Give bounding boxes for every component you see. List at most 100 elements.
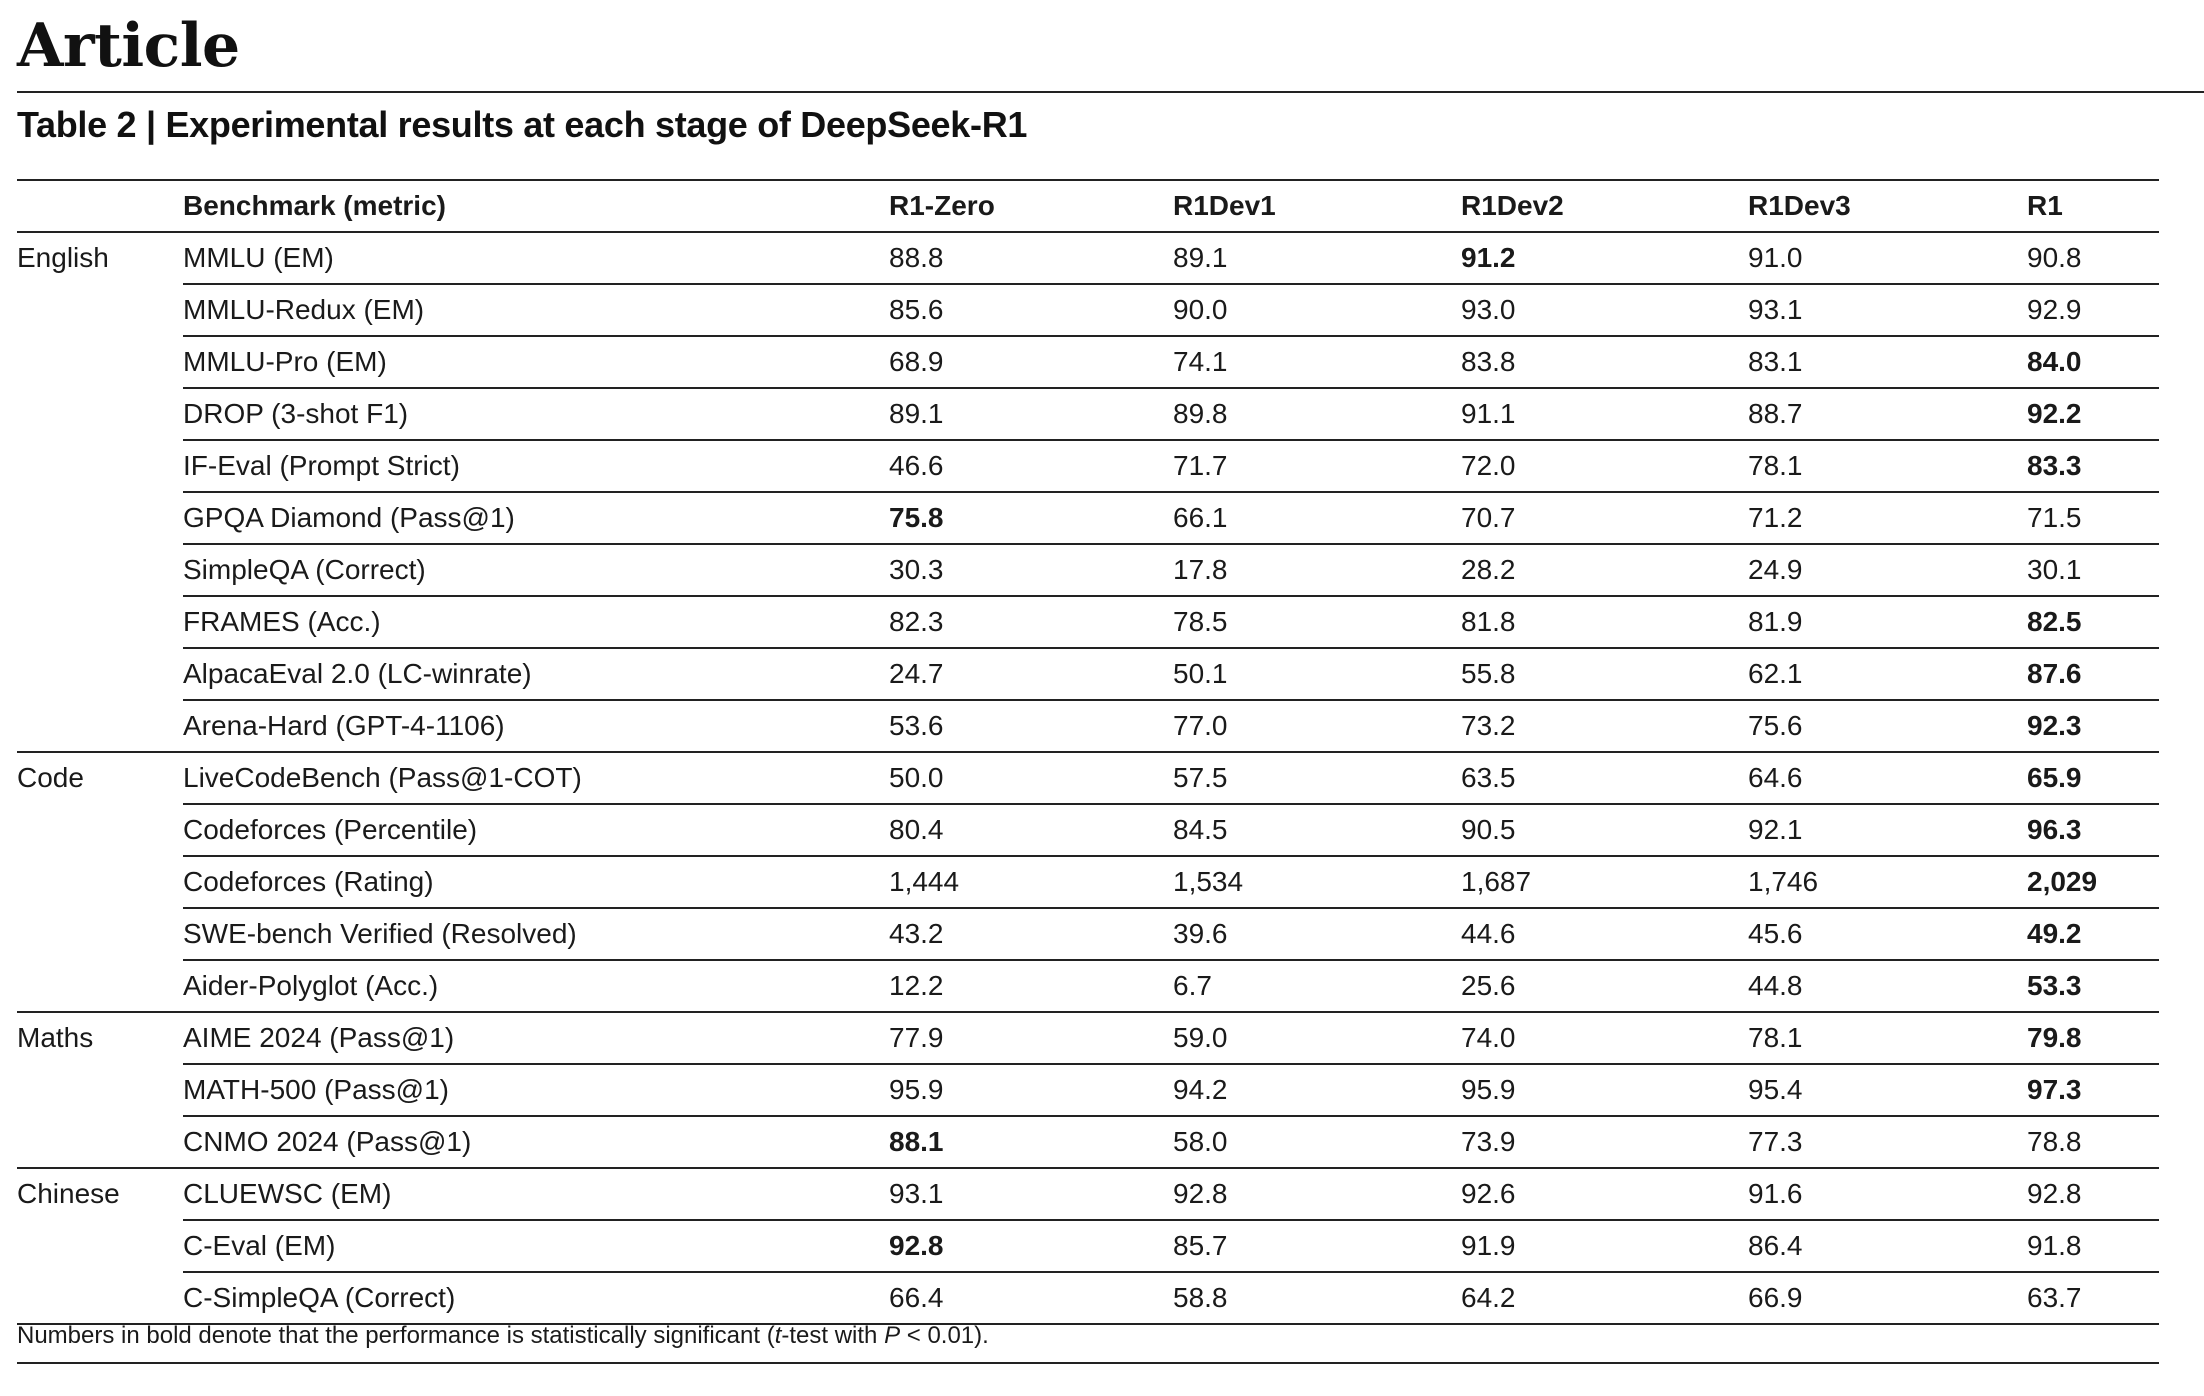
- benchmark-name: IF-Eval (Prompt Strict): [183, 440, 889, 493]
- score-cell: 77.3: [1748, 1116, 2027, 1169]
- score-cell: 78.1: [1748, 440, 2027, 493]
- score-cell: 94.2: [1173, 1064, 1461, 1117]
- score-cell: 55.8: [1461, 648, 1748, 701]
- score-cell: 83.3: [2027, 440, 2159, 493]
- score-cell: 93.1: [1748, 284, 2027, 337]
- benchmark-name: SWE-bench Verified (Resolved): [183, 908, 889, 961]
- score-cell: 91.8: [2027, 1220, 2159, 1273]
- benchmark-name: Aider-Polyglot (Acc.): [183, 960, 889, 1013]
- footnote-middle: -test with: [781, 1322, 885, 1349]
- benchmark-name: FRAMES (Acc.): [183, 596, 889, 649]
- table-row: English MMLU (EM) 88.8 89.1 91.2 91.0 90.8: [17, 232, 2159, 753]
- score-cell: 89.1: [1173, 232, 1461, 285]
- score-cell: 65.9: [2027, 752, 2159, 805]
- score-cell: 78.1: [1748, 1012, 2027, 1065]
- score-cell: 71.2: [1748, 492, 2027, 545]
- score-cell: 93.0: [1461, 284, 1748, 337]
- benchmark-name: DROP (3-shot F1): [183, 388, 889, 441]
- score-cell: 95.4: [1748, 1064, 2027, 1117]
- score-cell: 1,534: [1173, 856, 1461, 909]
- score-cell: 92.1: [1748, 804, 2027, 857]
- table-body: English MMLU (EM) 88.8 89.1 91.2 91.0 90.8 MMLU…: [17, 232, 2159, 1325]
- score-cell: 50.1: [1173, 648, 1461, 701]
- benchmark-name: C-Eval (EM): [183, 1220, 889, 1273]
- score-cell: 71.5: [2027, 492, 2159, 545]
- table-row: DROP (3-shot F1) 89.1 89.8 91.1 88.7 92.2: [17, 388, 2159, 441]
- score-cell: 24.7: [889, 648, 1173, 701]
- score-cell: 30.3: [889, 544, 1173, 597]
- score-cell: 92.9: [2027, 284, 2159, 337]
- benchmark-name: AlpacaEval 2.0 (LC-winrate): [183, 648, 889, 701]
- score-cell: 86.4: [1748, 1220, 2027, 1273]
- table-row: Maths AIME 2024 (Pass@1) 77.9 59.0 74.0 78.1 7…: [17, 1012, 2159, 1169]
- score-cell: 79.8: [2027, 1012, 2159, 1065]
- score-cell: 85.7: [1173, 1220, 1461, 1273]
- score-cell: 66.1: [1173, 492, 1461, 545]
- score-cell: 64.6: [1748, 752, 2027, 805]
- score-cell: 81.9: [1748, 596, 2027, 649]
- benchmark-name: LiveCodeBench (Pass@1-COT): [183, 752, 889, 805]
- table-row: C-Eval (EM) 92.8 85.7 91.9 86.4 91.8: [17, 1220, 2159, 1273]
- score-cell: 39.6: [1173, 908, 1461, 961]
- group-label: English: [17, 232, 183, 753]
- benchmark-name: Codeforces (Rating): [183, 856, 889, 909]
- score-cell: 75.6: [1748, 700, 2027, 753]
- score-cell: 58.0: [1173, 1116, 1461, 1169]
- group-column-header: [17, 180, 183, 233]
- score-cell: 92.8: [889, 1220, 1173, 1273]
- benchmark-name: AIME 2024 (Pass@1): [183, 1012, 889, 1065]
- group-label: Chinese: [17, 1168, 183, 1325]
- benchmark-name: Codeforces (Percentile): [183, 804, 889, 857]
- score-cell: 12.2: [889, 960, 1173, 1013]
- table-row: FRAMES (Acc.) 82.3 78.5 81.8 81.9 82.5: [17, 596, 2159, 649]
- footer-rule: [17, 1362, 2159, 1364]
- score-cell: 73.2: [1461, 700, 1748, 753]
- results-table-wrapper: Benchmark (metric) R1-Zero R1Dev1 R1Dev2…: [17, 179, 2159, 1325]
- score-cell: 44.6: [1461, 908, 1748, 961]
- score-cell: 6.7: [1173, 960, 1461, 1013]
- column-header: R1-Zero: [889, 180, 1173, 233]
- score-cell: 83.8: [1461, 336, 1748, 389]
- group-label: Code: [17, 752, 183, 1013]
- score-cell: 1,444: [889, 856, 1173, 909]
- table-row: SimpleQA (Correct) 30.3 17.8 28.2 24.9 30.1: [17, 544, 2159, 597]
- benchmark-name: MMLU-Redux (EM): [183, 284, 889, 337]
- results-table: Benchmark (metric) R1-Zero R1Dev1 R1Dev2…: [17, 179, 2159, 1325]
- score-cell: 95.9: [1461, 1064, 1748, 1117]
- table-row: C-SimpleQA (Correct) 66.4 58.8 64.2 66.9 63.7: [17, 1272, 2159, 1325]
- score-cell: 1,687: [1461, 856, 1748, 909]
- table-header-row: Benchmark (metric) R1-Zero R1Dev1 R1Dev2…: [17, 180, 2159, 233]
- score-cell: 89.8: [1173, 388, 1461, 441]
- table-row: MMLU-Redux (EM) 85.6 90.0 93.0 93.1 92.9: [17, 284, 2159, 337]
- score-cell: 75.8: [889, 492, 1173, 545]
- table-row: Chinese CLUEWSC (EM) 93.1 92.8 92.6 91.6 92.8: [17, 1168, 2159, 1325]
- score-cell: 63.7: [2027, 1272, 2159, 1325]
- table-row: Codeforces (Rating) 1,444 1,534 1,687 1,746 2…: [17, 856, 2159, 909]
- score-cell: 53.3: [2027, 960, 2159, 1013]
- score-cell: 70.7: [1461, 492, 1748, 545]
- benchmark-name: CNMO 2024 (Pass@1): [183, 1116, 889, 1169]
- column-header: Benchmark (metric): [183, 180, 889, 233]
- footnote-suffix: < 0.01).: [900, 1322, 989, 1349]
- score-cell: 84.5: [1173, 804, 1461, 857]
- table-row: Aider-Polyglot (Acc.) 12.2 6.7 25.6 44.8 53.3: [17, 960, 2159, 1013]
- score-cell: 45.6: [1748, 908, 2027, 961]
- footnote-t: t: [774, 1322, 782, 1349]
- score-cell: 49.2: [2027, 908, 2159, 961]
- score-cell: 91.6: [1748, 1168, 2027, 1221]
- table-row: MMLU-Pro (EM) 68.9 74.1 83.8 83.1 84.0: [17, 336, 2159, 389]
- score-cell: 85.6: [889, 284, 1173, 337]
- table-row: Codeforces (Percentile) 80.4 84.5 90.5 92.1 9…: [17, 804, 2159, 857]
- score-cell: 91.9: [1461, 1220, 1748, 1273]
- score-cell: 62.1: [1748, 648, 2027, 701]
- score-cell: 93.1: [889, 1168, 1173, 1221]
- score-cell: 59.0: [1173, 1012, 1461, 1065]
- score-cell: 95.9: [889, 1064, 1173, 1117]
- score-cell: 90.8: [2027, 232, 2159, 285]
- score-cell: 90.0: [1173, 284, 1461, 337]
- score-cell: 92.3: [2027, 700, 2159, 753]
- score-cell: 25.6: [1461, 960, 1748, 1013]
- score-cell: 84.0: [2027, 336, 2159, 389]
- score-cell: 30.1: [2027, 544, 2159, 597]
- table-row: Code LiveCodeBench (Pass@1-COT) 50.0 57.5 63…: [17, 752, 2159, 1013]
